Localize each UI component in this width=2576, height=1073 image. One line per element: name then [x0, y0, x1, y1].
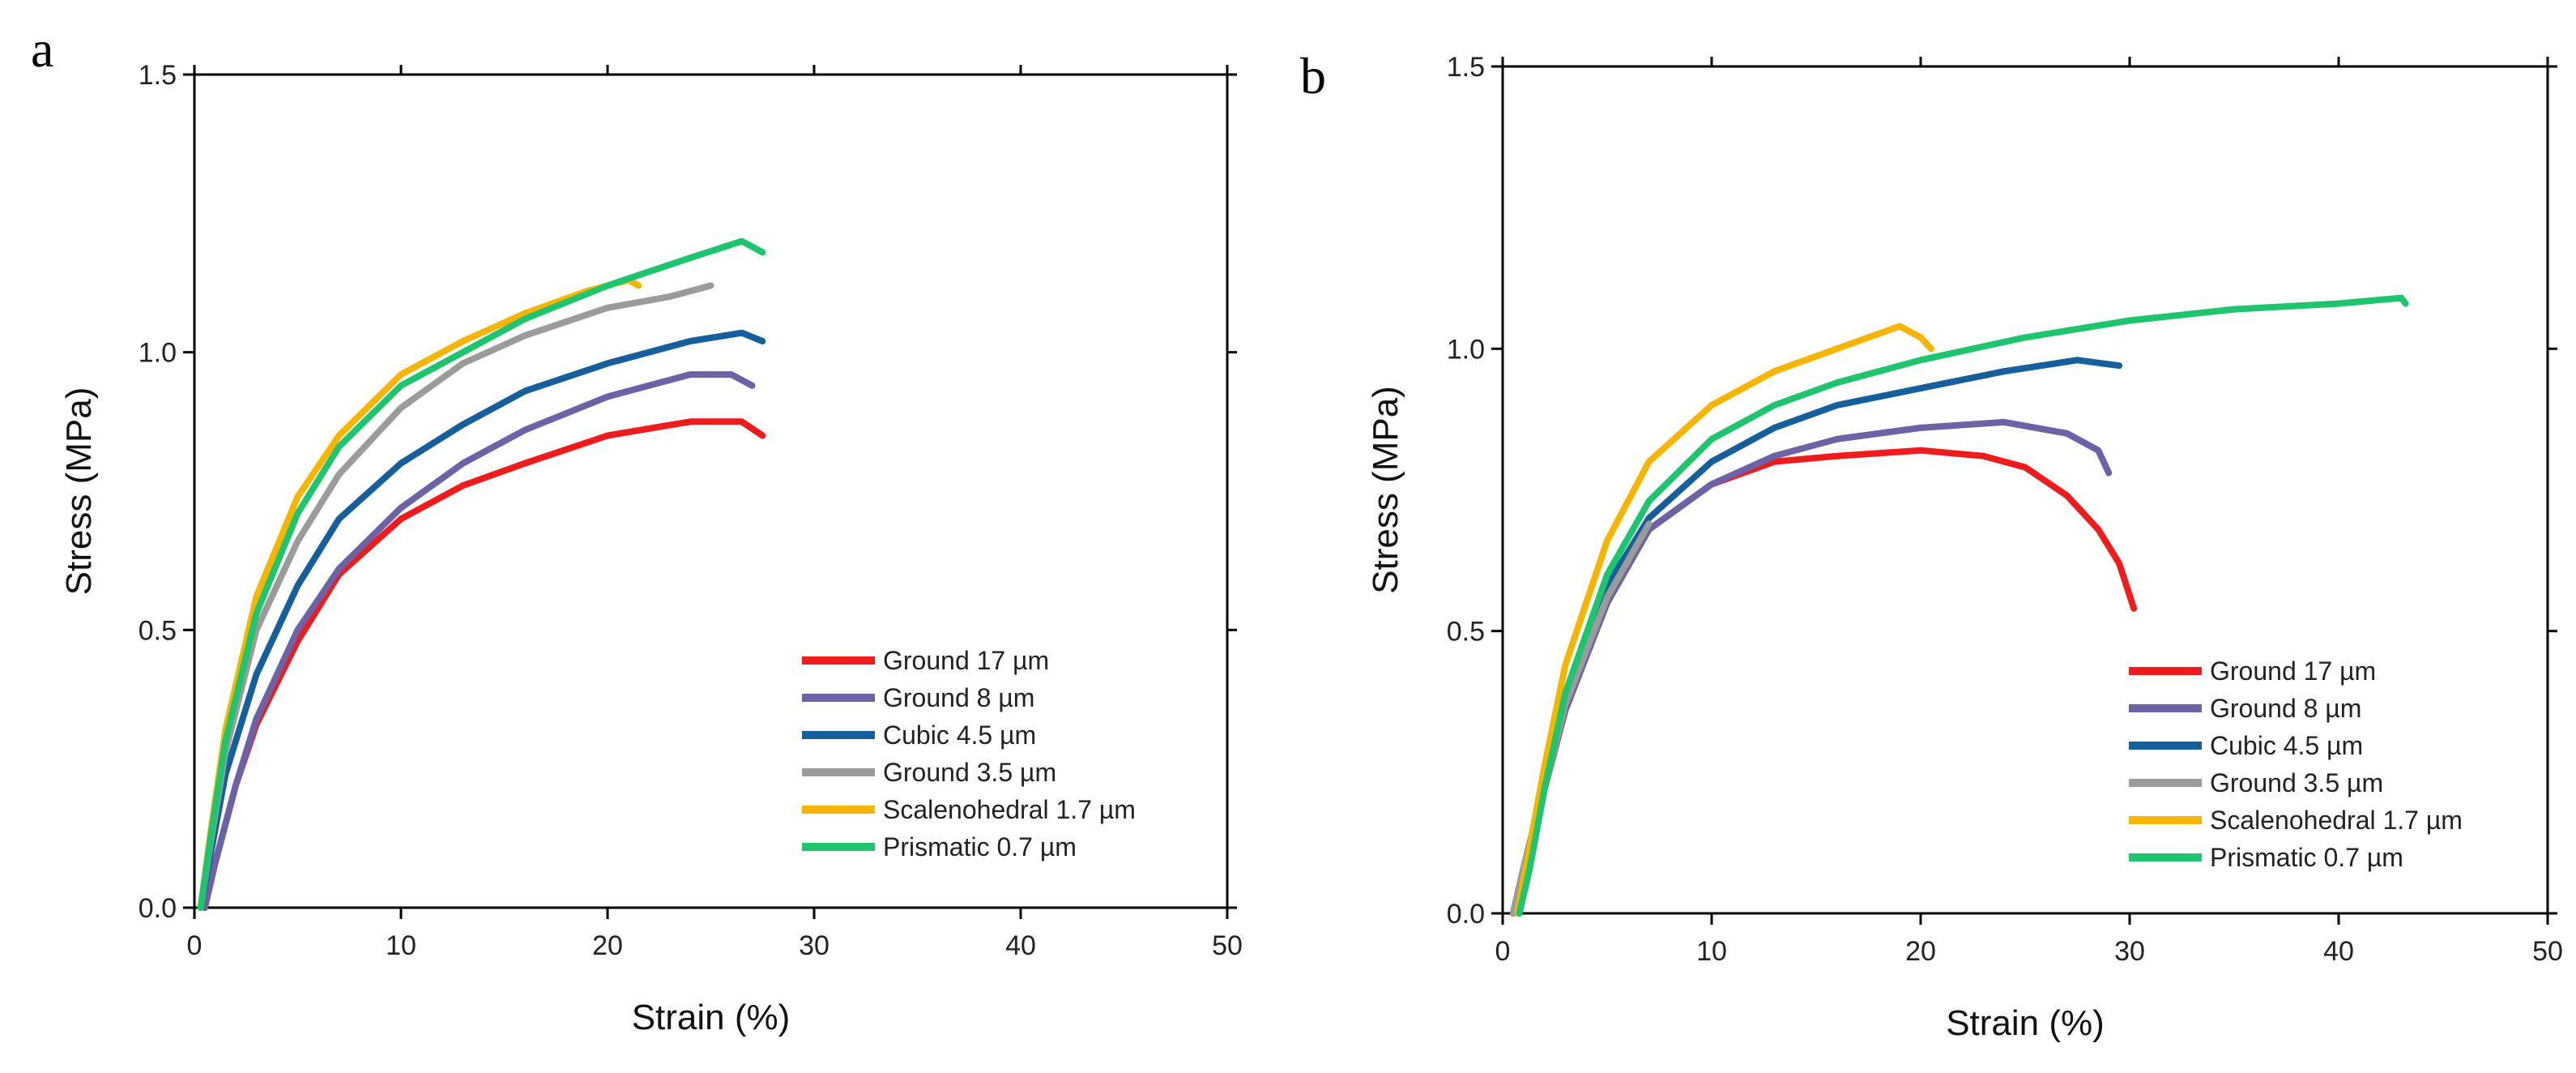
y-tick-label: 1.5	[1447, 52, 1485, 83]
x-tick-label: 0	[1495, 936, 1511, 967]
legend-label: Ground 17 µm	[2210, 656, 2376, 686]
panel-label: a	[31, 20, 53, 78]
series-line-prismatic-0-7-m	[1516, 294, 2409, 917]
y-axis-title: Stress (MPa)	[59, 387, 99, 596]
y-tick-label: 0.5	[1447, 617, 1485, 648]
y-tick-label: 1.0	[139, 338, 177, 369]
y-tick-label: 0.5	[139, 615, 177, 646]
x-tick-label: 50	[1212, 930, 1243, 961]
legend-label: Ground 8 µm	[883, 683, 1034, 712]
legend-label: Prismatic 0.7 µm	[883, 832, 1077, 861]
chart-panel-b: b 0 10 20 30 40 50 0.0 0.5 1.0 1.5 Strain (%) Stress…	[1300, 47, 2563, 1043]
legend-label: Prismatic 0.7 µm	[2210, 843, 2403, 872]
x-tick-label: 20	[592, 930, 623, 961]
series-line-ground-3-5-m	[197, 282, 714, 911]
x-axis-title: Strain (%)	[1946, 1003, 2105, 1043]
legend-label: Ground 17 µm	[883, 646, 1049, 675]
plot-frame	[193, 73, 1229, 909]
x-tick-label: 30	[799, 930, 830, 961]
series-line-ground-17-m	[201, 418, 766, 911]
series-line-ground-8-m	[1509, 418, 2113, 917]
x-tick-label: 40	[2323, 936, 2354, 967]
legend-label: Ground 3.5 µm	[2210, 768, 2383, 797]
series-line-ground-8-m	[201, 371, 756, 911]
x-tick-label: 20	[1905, 936, 1936, 967]
x-axis-title: Strain (%)	[632, 998, 791, 1037]
series-line-ground-17-m	[1509, 447, 2138, 917]
legend: Ground 17 µm Ground 8 µm Cubic 4.5 µm Groun…	[802, 646, 1136, 861]
x-tick-label: 10	[386, 930, 416, 961]
series-line-scalenohedral-1-7-m	[1514, 323, 1934, 917]
y-axis-title: Stress (MPa)	[1366, 386, 1405, 594]
x-tick-label: 40	[1005, 930, 1036, 961]
y-tick-label: 1.0	[1447, 334, 1485, 365]
plot-frame	[1501, 65, 2549, 915]
y-tick-label: 0.0	[1447, 899, 1485, 930]
series-line-cubic-4-5-m	[197, 329, 766, 911]
chart-panel-a: a 0 10 20 30 40 50 0.0 0.5 1.0 1.5 Strain (%) Stress…	[31, 20, 1243, 1037]
legend-label: Cubic 4.5 µm	[2210, 731, 2363, 760]
series-line-prismatic-0-7-m	[197, 237, 766, 911]
x-tick-label: 50	[2532, 936, 2563, 967]
legend-label: Ground 3.5 µm	[883, 758, 1056, 787]
x-tick-label: 0	[187, 930, 203, 961]
y-tick-label: 1.5	[139, 60, 177, 91]
y-tick-label: 0.0	[139, 893, 177, 924]
x-tick-label: 10	[1696, 936, 1727, 967]
legend-label: Ground 8 µm	[2210, 694, 2361, 723]
panel-label: b	[1300, 47, 1326, 105]
legend-label: Scalenohedral 1.7 µm	[2210, 806, 2463, 835]
legend-label: Scalenohedral 1.7 µm	[883, 795, 1136, 824]
x-tick-label: 30	[2114, 936, 2145, 967]
legend-label: Cubic 4.5 µm	[883, 720, 1036, 750]
legend: Ground 17 µm Ground 8 µm Cubic 4.5 µm Groun…	[2129, 656, 2463, 872]
